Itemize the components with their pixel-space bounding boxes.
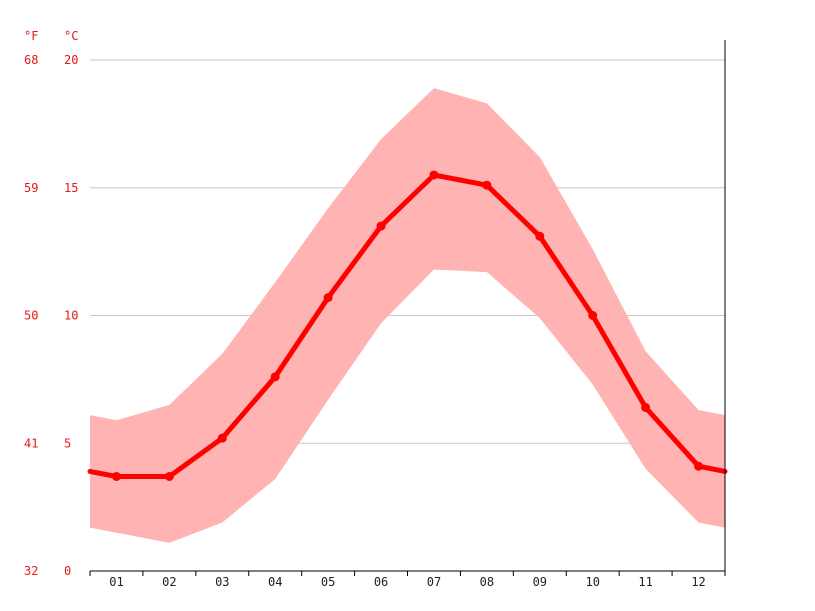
x-axis-ticks (89, 571, 726, 576)
x-tick-label: 09 (533, 575, 547, 589)
y-tick-label-fahrenheit: 32 (24, 564, 38, 578)
x-tick-label: 01 (109, 575, 123, 589)
average-point (535, 231, 545, 241)
x-tick-label: 12 (691, 575, 705, 589)
x-tick-label: 05 (321, 575, 335, 589)
y-tick-label-fahrenheit: 41 (24, 436, 38, 450)
average-point (111, 471, 121, 481)
average-point (217, 433, 227, 443)
average-point (429, 170, 439, 180)
average-point (641, 402, 651, 412)
average-point (323, 293, 333, 303)
y-tick-label-celsius: 10 (64, 309, 78, 323)
average-point (588, 311, 598, 320)
x-axis-labels: 01 02 03 04 05 06 07 08 09 10 11 12 (109, 575, 706, 589)
y-axis-labels: °F °C 32 0 41 5 50 10 59 15 68 20 (24, 29, 78, 578)
y-tick-label-celsius: 0 (64, 564, 71, 578)
y-tick-label-fahrenheit: 50 (24, 309, 38, 323)
x-tick-label: 11 (638, 575, 652, 589)
average-point (694, 461, 704, 471)
x-tick-label: 06 (374, 575, 388, 589)
y-tick-label-celsius: 20 (64, 53, 78, 67)
unit-label-fahrenheit: °F (24, 29, 38, 43)
x-tick-label: 07 (427, 575, 441, 589)
y-tick-label-celsius: 15 (64, 181, 78, 195)
temperature-range-band (90, 88, 725, 543)
average-point (270, 372, 280, 382)
average-temperature-line (87, 172, 728, 479)
y-tick-label-celsius: 5 (64, 436, 71, 450)
average-temperature-points (111, 170, 704, 481)
x-tick-label: 10 (585, 575, 599, 589)
average-point (376, 221, 386, 231)
x-tick-label: 03 (215, 575, 229, 589)
x-tick-label: 02 (162, 575, 176, 589)
average-point (164, 471, 174, 481)
x-tick-label: 04 (268, 575, 282, 589)
average-point (482, 180, 492, 190)
unit-label-celsius: °C (64, 29, 78, 43)
y-tick-label-fahrenheit: 68 (24, 53, 38, 67)
y-tick-label-fahrenheit: 59 (24, 181, 38, 195)
x-tick-label: 08 (480, 575, 494, 589)
